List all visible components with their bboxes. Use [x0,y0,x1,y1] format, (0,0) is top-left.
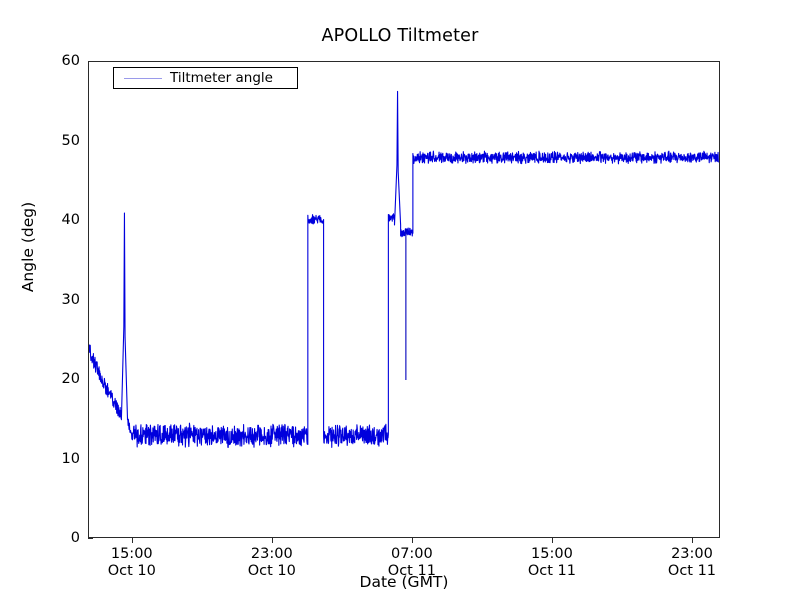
x-tick-time: 07:00 [390,546,433,562]
y-tick-label: 20 [61,371,80,387]
y-tick-label: 0 [70,530,80,546]
x-tick-time: 23:00 [250,546,293,562]
y-tick-label: 40 [61,212,80,228]
x-tick-date: Oct 10 [247,562,296,579]
legend[interactable]: Tiltmeter angle [113,67,298,89]
x-axis-label: Date (GMT) [359,573,449,591]
x-tick-label: 15:00 Oct 10 [72,546,192,580]
x-tick-time: 23:00 [671,546,713,562]
x-tick-mark [691,538,693,543]
x-tick-time: 15:00 [110,546,153,562]
legend-line-sample [124,77,162,79]
y-tick-label: 50 [61,132,80,149]
y-tick-label: 60 [61,53,80,69]
plot-area: Tiltmeter angle [88,61,720,538]
x-tick-mark [131,538,133,543]
x-tick-label: 23:00 Oct 11 [632,546,752,580]
x-tick-mark [551,538,553,543]
x-tick-date: Oct 11 [667,562,717,579]
data-line-svg [89,90,719,448]
legend-label: Tiltmeter angle [170,70,273,86]
x-tick-time: 15:00 [531,546,573,562]
x-tick-date: Oct 11 [387,562,436,579]
series-tiltmeter-angle [89,90,719,448]
x-tick-label: 23:00 Oct 10 [212,546,332,580]
x-tick-label: 07:00 Oct 11 [352,546,472,580]
x-tick-mark [411,538,413,543]
x-tick-mark [271,538,273,543]
x-tick-date: Oct 11 [527,562,576,579]
y-tick-mark [88,538,93,539]
y-axis-label: Angle (deg) [19,201,37,293]
x-tick-label: 15:00 Oct 11 [492,546,612,580]
y-tick-label: 10 [61,450,80,467]
y-tick-label: 30 [61,291,80,308]
chart-title: APOLLO Tiltmeter [321,26,479,46]
x-tick-date: Oct 10 [107,562,156,579]
